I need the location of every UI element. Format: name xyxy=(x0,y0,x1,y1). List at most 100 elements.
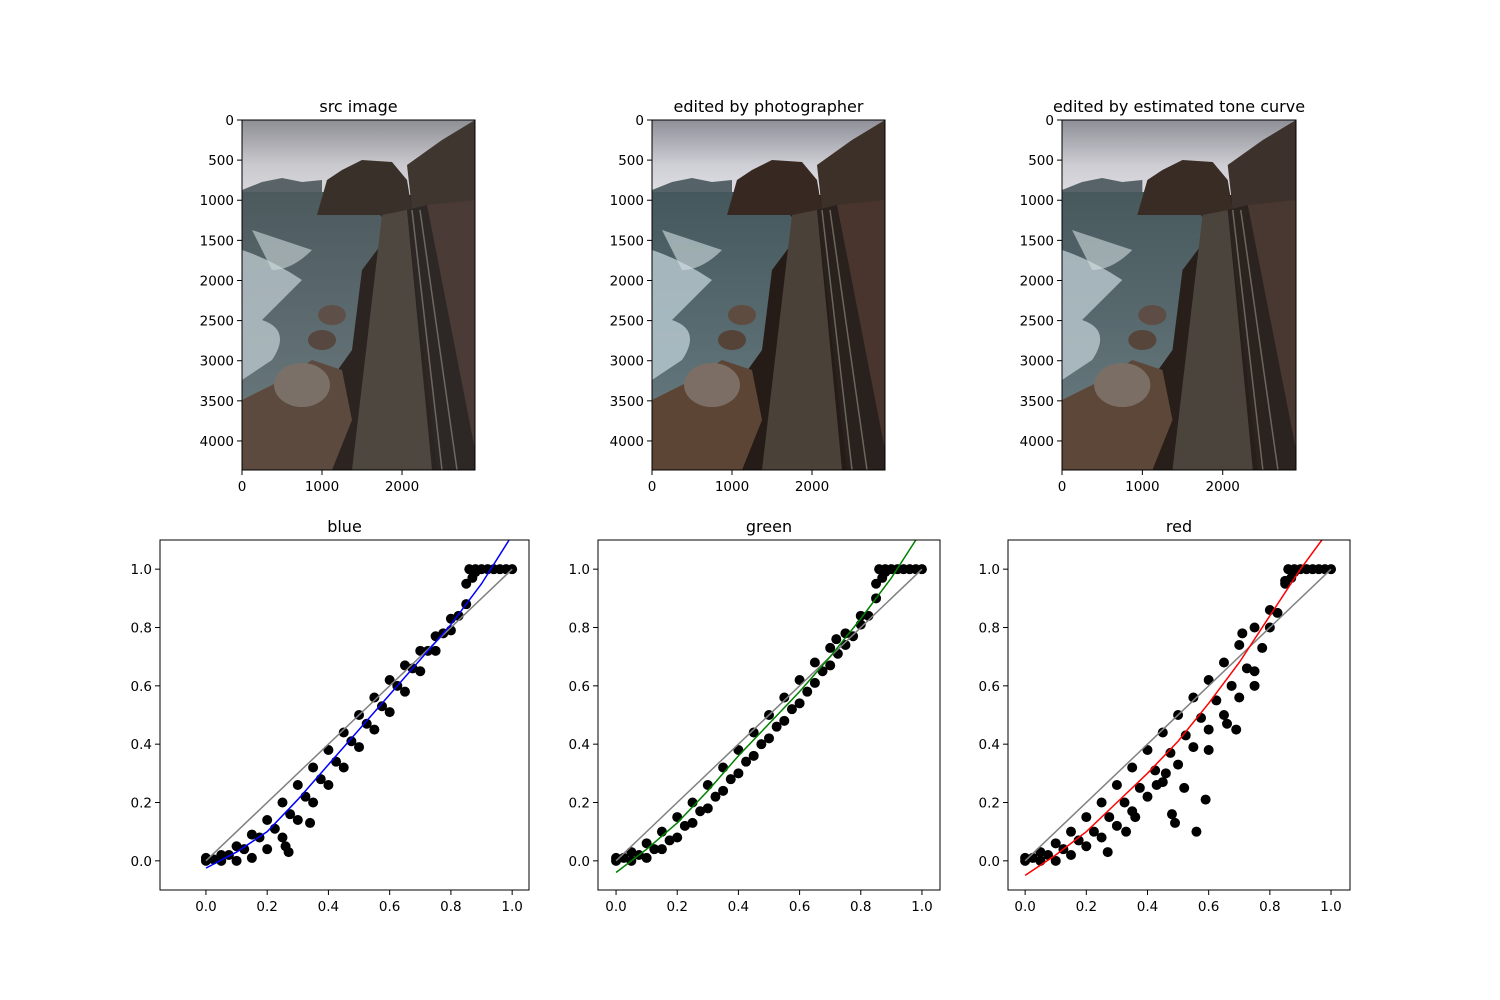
identity-line xyxy=(205,568,513,862)
scatter-point xyxy=(718,785,729,796)
scatter-point xyxy=(1218,657,1229,668)
scatter-point xyxy=(880,567,891,578)
scatter-point xyxy=(1188,742,1199,753)
y-tick-label: 0.2 xyxy=(979,796,1000,812)
y-tick-label: 4000 xyxy=(610,434,644,450)
y-tick-label: 0.0 xyxy=(979,854,1000,870)
scatter-point xyxy=(305,817,316,828)
y-tick-label: 2500 xyxy=(610,314,644,330)
axes: 0 1000 2000 0 500 1000 1500 2000 2500 3000 3500 400… xyxy=(200,97,476,495)
scatter-point xyxy=(354,742,365,753)
scatter-point xyxy=(308,762,319,773)
x-tick-label: 0.8 xyxy=(440,899,461,915)
scatter-point xyxy=(664,835,675,846)
subplot-title: edited by photographer xyxy=(674,97,864,116)
y-tick-label: 2000 xyxy=(1020,273,1054,289)
y-tick-label: 0.6 xyxy=(131,679,152,695)
scatter-point xyxy=(725,774,736,785)
scatter-point xyxy=(231,855,242,866)
scatter-point xyxy=(231,841,242,852)
scatter-point xyxy=(748,727,759,738)
scatter-point xyxy=(687,817,698,828)
y-tick-label: 0.2 xyxy=(569,796,590,812)
x-tick-label: 1000 xyxy=(305,479,339,495)
scatter-point xyxy=(331,756,342,767)
x-tick-label: 0.4 xyxy=(318,899,339,915)
scatter-point xyxy=(292,780,303,790)
y-tick-label: 0.6 xyxy=(979,679,1000,695)
x-tick-label: 0.4 xyxy=(728,899,749,915)
scatter-point xyxy=(1160,768,1171,779)
scatter-point xyxy=(338,762,349,773)
scatter-point xyxy=(748,750,759,761)
scatter-point xyxy=(1096,797,1107,808)
axes-frame xyxy=(1061,119,1297,471)
scatter-point xyxy=(1134,782,1145,793)
scatter-point xyxy=(430,645,441,656)
scatter-point xyxy=(672,812,683,823)
x-tick-label: 0.2 xyxy=(256,899,277,915)
x-tick-label: 1.0 xyxy=(911,899,932,915)
plot-area xyxy=(611,540,927,874)
y-tick-label: 0.8 xyxy=(569,621,590,637)
y-tick-label: 500 xyxy=(1028,153,1054,169)
y-tick-label: 1500 xyxy=(200,233,234,249)
scatter-point xyxy=(733,768,744,779)
scatter-point xyxy=(1179,782,1190,793)
scatter-point xyxy=(1142,791,1153,802)
scatter-point xyxy=(1111,780,1122,790)
x-tick-label: 0 xyxy=(238,479,247,495)
scatter-point xyxy=(239,844,250,855)
scatter-point xyxy=(641,852,652,863)
y-tick-label: 0 xyxy=(225,113,234,129)
y-tick-label: 0.4 xyxy=(131,737,152,753)
scatter-point xyxy=(200,852,211,863)
y-tick-label: 0.0 xyxy=(569,854,590,870)
y-tick-label: 0.2 xyxy=(131,796,152,812)
scatter-point xyxy=(1231,724,1242,735)
scatter-point xyxy=(1043,850,1054,860)
scatter-point xyxy=(831,634,842,645)
scatter-point xyxy=(794,698,805,709)
x-tick-label: 0.6 xyxy=(789,899,810,915)
scatter-point xyxy=(741,756,752,767)
x-tick-label: 1.0 xyxy=(1320,899,1341,915)
x-tick-label: 0.0 xyxy=(195,899,216,915)
scatter-point xyxy=(1119,797,1130,808)
scatter-point xyxy=(1211,695,1222,706)
scatter-point xyxy=(1081,841,1092,852)
x-tick-label: 2000 xyxy=(385,479,419,495)
scatter-point xyxy=(1150,765,1161,776)
scatter-point xyxy=(1226,680,1237,691)
scatter-point xyxy=(1127,762,1138,773)
scatter-point xyxy=(1121,826,1132,837)
scatter-point xyxy=(649,844,660,855)
y-tick-label: 0.4 xyxy=(979,737,1000,753)
x-tick-label: 0.2 xyxy=(1076,899,1097,915)
axes: 0 1000 2000 0 500 1000 1500 2000 2500 3000 3500 400… xyxy=(610,97,886,495)
scatter-point xyxy=(1151,780,1162,790)
scatter-point xyxy=(825,660,836,671)
y-tick-label: 3500 xyxy=(200,394,234,410)
scatter-point xyxy=(809,657,820,668)
axes: 0.0 0.2 0.4 0.6 0.8 1.0 0.0 0.2 0.4 0.6 0.8 1.0 blue xyxy=(131,517,530,915)
scatter-point xyxy=(702,803,713,814)
subplot-title: green xyxy=(746,517,792,536)
x-tick-label: 1000 xyxy=(715,479,749,495)
scatter-point xyxy=(1073,835,1084,846)
subplot-title: blue xyxy=(327,517,362,536)
x-tick-label: 0 xyxy=(1058,479,1067,495)
y-tick-label: 500 xyxy=(618,153,644,169)
y-tick-label: 0.8 xyxy=(979,621,1000,637)
y-tick-label: 1.0 xyxy=(131,562,152,578)
scatter-point xyxy=(825,642,836,653)
identity-line xyxy=(615,568,923,862)
scatter-point xyxy=(1066,850,1077,860)
axes-frame xyxy=(597,539,941,891)
x-tick-label: 0.6 xyxy=(379,899,400,915)
scatter-point xyxy=(1203,724,1214,735)
subplot-title: src image xyxy=(319,97,397,116)
scatter-point xyxy=(384,707,395,718)
